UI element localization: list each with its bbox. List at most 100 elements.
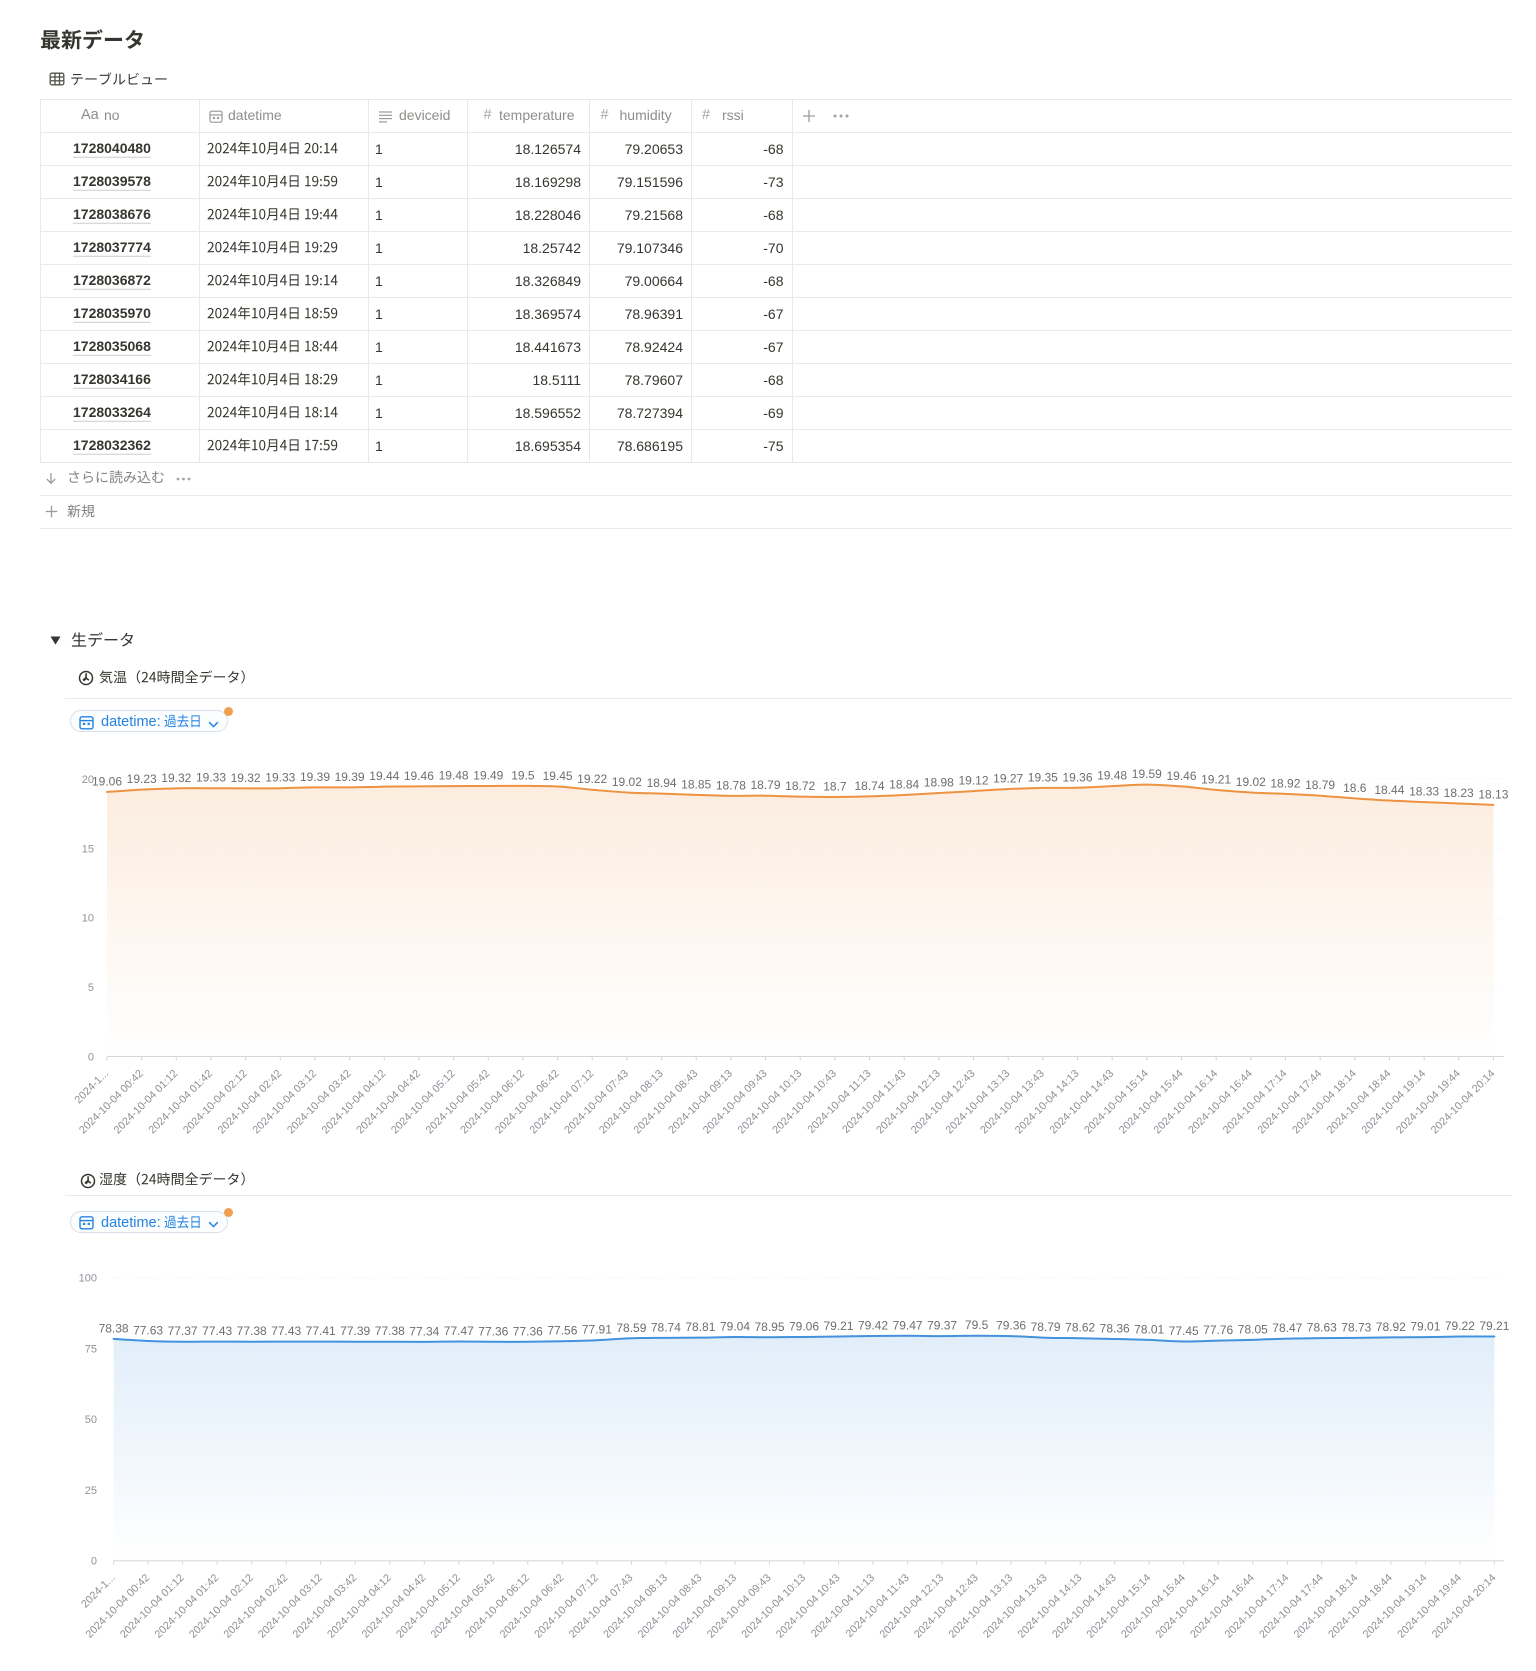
svg-text:19.45: 19.45 xyxy=(543,769,573,783)
svg-text:19.23: 19.23 xyxy=(127,772,157,786)
svg-text:19.32: 19.32 xyxy=(231,771,261,785)
svg-text:79.21: 79.21 xyxy=(1479,1319,1509,1333)
svg-text:78.81: 78.81 xyxy=(685,1320,715,1334)
svg-text:2024-10-04 03:12: 2024-10-04 03:12 xyxy=(256,1572,325,1641)
svg-text:75: 75 xyxy=(85,1344,97,1356)
svg-text:5: 5 xyxy=(88,982,94,994)
svg-text:2024-10-04 06:42: 2024-10-04 06:42 xyxy=(498,1572,567,1641)
svg-text:19.46: 19.46 xyxy=(404,769,434,783)
svg-text:2024-10-04 16:14: 2024-10-04 16:14 xyxy=(1151,1068,1220,1137)
svg-text:19.12: 19.12 xyxy=(958,774,988,788)
svg-text:2024-10-04 17:14: 2024-10-04 17:14 xyxy=(1221,1068,1290,1137)
svg-text:2024-10-04 06:12: 2024-10-04 06:12 xyxy=(458,1068,527,1137)
svg-text:18.92: 18.92 xyxy=(1270,776,1300,790)
svg-text:19.36: 19.36 xyxy=(1062,770,1092,784)
svg-text:2024-10-04 18:44: 2024-10-04 18:44 xyxy=(1325,1068,1394,1137)
svg-text:19.33: 19.33 xyxy=(196,771,226,785)
svg-text:2024-10-04 19:44: 2024-10-04 19:44 xyxy=(1395,1572,1464,1641)
svg-text:79.06: 79.06 xyxy=(789,1320,819,1334)
svg-text:2024-10-04 15:44: 2024-10-04 15:44 xyxy=(1117,1068,1186,1137)
svg-text:18.13: 18.13 xyxy=(1478,787,1508,801)
svg-text:19.39: 19.39 xyxy=(300,770,330,784)
svg-text:2024-10-04 14:43: 2024-10-04 14:43 xyxy=(1050,1572,1119,1641)
svg-text:2024-10-04 08:43: 2024-10-04 08:43 xyxy=(632,1068,701,1137)
svg-text:18.79: 18.79 xyxy=(750,778,780,792)
svg-text:77.63: 77.63 xyxy=(133,1324,163,1338)
svg-text:19.06: 19.06 xyxy=(92,774,122,788)
svg-text:78.92: 78.92 xyxy=(1376,1320,1406,1334)
svg-text:19.35: 19.35 xyxy=(1028,770,1058,784)
svg-text:19.32: 19.32 xyxy=(161,771,191,785)
svg-text:19.33: 19.33 xyxy=(265,771,295,785)
svg-text:2024-10-04 04:12: 2024-10-04 04:12 xyxy=(325,1572,394,1641)
svg-text:2024-10-04 09:43: 2024-10-04 09:43 xyxy=(701,1068,770,1137)
svg-text:2024-10-04 02:42: 2024-10-04 02:42 xyxy=(216,1068,285,1137)
svg-text:15: 15 xyxy=(82,843,94,855)
svg-text:2024-10-04 16:14: 2024-10-04 16:14 xyxy=(1154,1572,1223,1641)
svg-text:18.85: 18.85 xyxy=(681,777,711,791)
svg-text:2024-10-04 01:42: 2024-10-04 01:42 xyxy=(153,1572,222,1641)
svg-text:77.56: 77.56 xyxy=(547,1324,577,1338)
svg-text:2024-10-04 11:43: 2024-10-04 11:43 xyxy=(840,1068,908,1136)
svg-text:19.48: 19.48 xyxy=(1097,769,1127,783)
svg-text:2024-10-04 07:43: 2024-10-04 07:43 xyxy=(562,1068,631,1137)
svg-text:77.38: 77.38 xyxy=(375,1324,405,1338)
svg-text:19.22: 19.22 xyxy=(577,772,607,786)
svg-text:2024-10-04 08:13: 2024-10-04 08:13 xyxy=(597,1068,666,1137)
svg-text:2024-10-04 13:13: 2024-10-04 13:13 xyxy=(946,1572,1015,1641)
svg-text:19.02: 19.02 xyxy=(612,775,642,789)
svg-text:2024-10-04 14:13: 2024-10-04 14:13 xyxy=(1016,1572,1085,1641)
svg-text:2024-10-04 12:43: 2024-10-04 12:43 xyxy=(909,1068,978,1137)
svg-text:18.44: 18.44 xyxy=(1374,783,1404,797)
svg-text:19.5: 19.5 xyxy=(511,768,535,782)
svg-text:2024-10-04 00:42: 2024-10-04 00:42 xyxy=(83,1572,152,1641)
svg-text:19.02: 19.02 xyxy=(1236,775,1266,789)
svg-text:77.45: 77.45 xyxy=(1169,1324,1199,1338)
svg-text:77.39: 77.39 xyxy=(340,1324,370,1338)
svg-text:50: 50 xyxy=(85,1414,97,1426)
svg-text:78.01: 78.01 xyxy=(1134,1322,1164,1336)
svg-text:2024-10-04 15:14: 2024-10-04 15:14 xyxy=(1082,1068,1151,1137)
svg-text:77.38: 77.38 xyxy=(237,1324,267,1338)
svg-text:2024-10-04 07:12: 2024-10-04 07:12 xyxy=(532,1572,601,1641)
svg-text:77.43: 77.43 xyxy=(271,1324,301,1338)
svg-text:77.47: 77.47 xyxy=(444,1324,474,1338)
svg-text:2024-10-04 05:42: 2024-10-04 05:42 xyxy=(424,1068,493,1137)
svg-text:2024-10-04 11:43: 2024-10-04 11:43 xyxy=(844,1572,912,1640)
svg-text:2024-10-04 17:44: 2024-10-04 17:44 xyxy=(1257,1572,1326,1641)
svg-text:2024-10-04 04:12: 2024-10-04 04:12 xyxy=(320,1068,389,1137)
svg-text:2024-10-04 15:44: 2024-10-04 15:44 xyxy=(1119,1572,1188,1641)
svg-text:79.37: 79.37 xyxy=(927,1319,957,1333)
svg-text:2024-10-04 07:12: 2024-10-04 07:12 xyxy=(528,1068,597,1137)
svg-text:2024-10-04 14:43: 2024-10-04 14:43 xyxy=(1047,1068,1116,1137)
svg-text:100: 100 xyxy=(79,1273,97,1285)
svg-text:18.74: 18.74 xyxy=(854,779,884,793)
svg-text:2024-10-04 04:42: 2024-10-04 04:42 xyxy=(354,1068,423,1137)
svg-text:2024-10-04 09:13: 2024-10-04 09:13 xyxy=(666,1068,735,1137)
svg-text:2024-10-04 17:14: 2024-10-04 17:14 xyxy=(1223,1572,1292,1641)
svg-text:78.38: 78.38 xyxy=(99,1321,129,1335)
svg-text:19.46: 19.46 xyxy=(1166,769,1196,783)
svg-text:77.91: 77.91 xyxy=(582,1323,612,1337)
svg-text:2024-10-04 19:44: 2024-10-04 19:44 xyxy=(1394,1068,1463,1137)
svg-text:79.22: 79.22 xyxy=(1445,1319,1475,1333)
svg-text:2024-10-04 07:43: 2024-10-04 07:43 xyxy=(567,1572,636,1641)
svg-text:78.79: 78.79 xyxy=(1031,1320,1061,1334)
svg-text:2024-10-04 12:13: 2024-10-04 12:13 xyxy=(877,1572,946,1641)
svg-text:2024-10-04 03:12: 2024-10-04 03:12 xyxy=(250,1068,319,1137)
svg-text:0: 0 xyxy=(88,1052,94,1064)
svg-text:2024-10-04 09:13: 2024-10-04 09:13 xyxy=(670,1572,739,1641)
svg-text:20: 20 xyxy=(82,774,94,786)
svg-text:78.59: 78.59 xyxy=(616,1321,646,1335)
svg-text:2024-10-04 10:43: 2024-10-04 10:43 xyxy=(770,1068,839,1137)
svg-text:77.36: 77.36 xyxy=(513,1324,543,1338)
svg-text:18.72: 18.72 xyxy=(785,779,815,793)
svg-text:18.98: 18.98 xyxy=(924,776,954,790)
svg-text:18.84: 18.84 xyxy=(889,778,919,792)
svg-text:2024-10-04 08:13: 2024-10-04 08:13 xyxy=(601,1572,670,1641)
svg-text:2024-10-04 12:13: 2024-10-04 12:13 xyxy=(874,1068,943,1137)
svg-text:2024-10-04 11:13: 2024-10-04 11:13 xyxy=(805,1068,873,1136)
svg-text:18.7: 18.7 xyxy=(823,779,847,793)
svg-text:25: 25 xyxy=(85,1485,97,1497)
svg-text:2024-10-04 05:12: 2024-10-04 05:12 xyxy=(394,1572,463,1641)
